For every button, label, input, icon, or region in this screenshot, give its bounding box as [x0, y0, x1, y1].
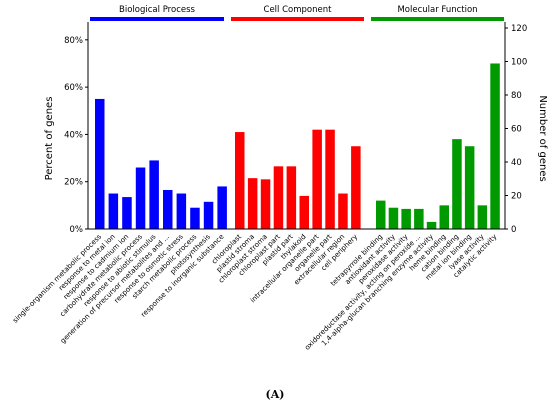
bar-2-6	[452, 139, 462, 229]
bar-1-7	[325, 129, 335, 229]
bars	[95, 63, 500, 230]
group-bands: Biological Process Cell Component Molecula…	[90, 5, 504, 21]
bar-0-5	[163, 189, 173, 229]
bar-2-3	[414, 208, 424, 229]
bar-1-8	[338, 193, 348, 229]
group-band-1	[231, 17, 364, 21]
left-axis-title: Percent of genes	[44, 97, 55, 181]
bar-2-5	[439, 205, 449, 229]
bar-1-9	[351, 146, 361, 229]
bar-1-2	[260, 179, 271, 229]
bar-2-2	[401, 208, 411, 229]
figure-caption: (A)	[265, 388, 285, 401]
bar-1-0	[235, 132, 245, 229]
right-tick-label-2: 40	[511, 158, 522, 168]
group-header-2: Molecular Function	[397, 5, 477, 15]
right-tick-label-5: 100	[511, 58, 527, 68]
bar-0-7	[190, 207, 200, 229]
bar-0-4	[149, 160, 159, 229]
bar-0-2	[122, 197, 132, 229]
bar-1-4	[286, 166, 297, 229]
right-tick-label-0: 0	[511, 225, 516, 235]
bar-2-7	[464, 146, 475, 229]
bar-2-8	[477, 205, 488, 229]
right-tick-label-6: 120	[511, 24, 527, 34]
left-tick-label-4: 80%	[64, 36, 83, 46]
left-tick-label-2: 40%	[64, 130, 83, 140]
bar-0-8	[203, 201, 214, 229]
bar-0-0	[95, 98, 105, 229]
bar-1-6	[312, 129, 322, 229]
left-tick-label-1: 20%	[64, 178, 83, 188]
bar-2-1	[388, 207, 399, 229]
right-tick-label-1: 20	[511, 192, 522, 202]
bar-2-4	[426, 221, 437, 229]
category-labels: single-organism metabolic processrespons…	[11, 233, 498, 352]
bar-0-6	[176, 193, 187, 229]
left-tick-label-0: 0%	[70, 225, 84, 235]
right-axis-title: Number of genes	[537, 95, 548, 181]
bar-2-9	[490, 63, 500, 230]
axes: 0% 20% 40% 60% 80% Percent of genes 0 20 40 60 80 1…	[44, 22, 548, 235]
right-tick-label-4: 80	[511, 91, 522, 101]
group-band-0	[90, 17, 224, 21]
right-tick-label-3: 60	[511, 125, 522, 135]
bar-1-3	[273, 166, 284, 229]
bar-0-9	[217, 186, 227, 229]
bar-0-3	[135, 167, 146, 229]
group-header-0: Biological Process	[119, 5, 195, 15]
group-band-2	[371, 17, 504, 21]
bar-1-1	[247, 178, 258, 229]
bar-1-5	[299, 195, 309, 229]
bar-0-1	[108, 193, 119, 229]
group-header-1: Cell Component	[264, 5, 333, 15]
left-tick-label-3: 60%	[64, 83, 83, 93]
bar-2-0	[376, 200, 386, 229]
